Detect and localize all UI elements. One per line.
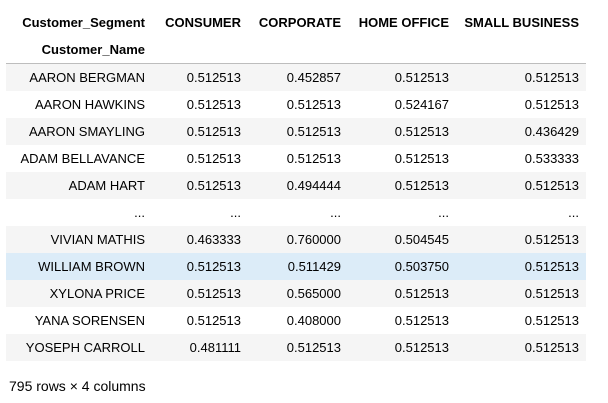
table-cell: 0.512513	[286, 151, 341, 166]
row-index-label: AARON HAWKINS	[34, 97, 145, 112]
index-name-spacer	[248, 36, 348, 64]
table-cell: 0.760000	[286, 232, 341, 247]
table-cell: 0.504545	[394, 232, 449, 247]
table-cell: 0.512513	[186, 178, 241, 193]
index-name-label: Customer_Name	[6, 36, 152, 64]
table-cell: ...	[230, 205, 241, 220]
table-cell: 0.565000	[286, 286, 341, 301]
table-cell: 0.463333	[186, 232, 241, 247]
table-cell: 0.512513	[524, 70, 579, 85]
table-cell: 0.512513	[394, 313, 449, 328]
column-header-small-business: SMALL BUSINESS	[464, 14, 579, 30]
table-cell: 0.512513	[524, 286, 579, 301]
table-cell: 0.512513	[524, 259, 579, 274]
table-cell: 0.512513	[186, 124, 241, 139]
table-cell: 0.512513	[524, 232, 579, 247]
row-index-label: ADAM HART	[68, 178, 145, 193]
column-header-consumer: CONSUMER	[165, 14, 241, 30]
table-cell: ...	[568, 205, 579, 220]
table-row: WILLIAM BROWN 0.512513 0.511429 0.503750 0.5…	[6, 253, 586, 280]
table-cell: 0.512513	[394, 151, 449, 166]
table-row: VIVIAN MATHIS 0.463333 0.760000 0.504545 0.5…	[6, 226, 586, 253]
table-row: ADAM HART 0.512513 0.494444 0.512513 0.51251…	[6, 172, 586, 199]
index-name-spacer	[152, 36, 248, 64]
shape-summary: 795 rows × 4 columns	[9, 378, 146, 394]
table-row: AARON SMAYLING 0.512513 0.512513 0.512513 0.…	[6, 118, 586, 145]
table-cell: 0.512513	[186, 259, 241, 274]
row-index-label: YANA SORENSEN	[34, 313, 145, 328]
table-cell: 0.512513	[524, 340, 579, 355]
column-header-home-office: HOME OFFICE	[358, 14, 449, 30]
table-cell: 0.494444	[286, 178, 341, 193]
table-cell: 0.408000	[286, 313, 341, 328]
row-index-label: AARON BERGMAN	[29, 70, 145, 85]
table-cell: 0.512513	[186, 97, 241, 112]
index-name-spacer	[456, 36, 586, 64]
row-index-label: YOSEPH CARROLL	[25, 340, 145, 355]
table-row: ADAM BELLAVANCE 0.512513 0.512513 0.512513 0…	[6, 145, 586, 172]
table-cell: 0.512513	[394, 70, 449, 85]
table-cell: 0.452857	[286, 70, 341, 85]
table-cell: 0.512513	[394, 178, 449, 193]
table-cell: 0.512513	[394, 340, 449, 355]
table-body: AARON BERGMAN 0.512513 0.452857 0.512513 0.5…	[6, 63, 586, 361]
columns-name-label: Customer_Segment	[22, 14, 145, 30]
table-cell: 0.436429	[524, 124, 579, 139]
index-name-row: Customer_Name	[6, 36, 586, 64]
dataframe-table: Customer_Segment CONSUMER CORPORATE HOME…	[6, 8, 586, 361]
table-cell: 0.512513	[286, 340, 341, 355]
table-cell: 0.512513	[186, 151, 241, 166]
row-index-label: AARON SMAYLING	[28, 124, 145, 139]
table-cell: 0.512513	[524, 178, 579, 193]
table-cell: 0.512513	[186, 286, 241, 301]
table-row: XYLONA PRICE 0.512513 0.565000 0.512513 0.51…	[6, 280, 586, 307]
table-cell: 0.512513	[394, 286, 449, 301]
index-name-spacer	[348, 36, 456, 64]
table-row: YOSEPH CARROLL 0.481111 0.512513 0.512513 0.…	[6, 334, 586, 361]
column-header-corporate: CORPORATE	[258, 14, 341, 30]
table-cell: 0.512513	[524, 313, 579, 328]
table-cell: 0.512513	[186, 313, 241, 328]
table-cell: ...	[438, 205, 449, 220]
table-row: YANA SORENSEN 0.512513 0.408000 0.512513 0.5…	[6, 307, 586, 334]
table-cell: ...	[330, 205, 341, 220]
row-index-label: ...	[134, 205, 145, 220]
table-cell: 0.512513	[286, 97, 341, 112]
row-index-label: VIVIAN MATHIS	[50, 232, 145, 247]
column-header-row: Customer_Segment CONSUMER CORPORATE HOME…	[6, 8, 586, 36]
table-row: AARON HAWKINS 0.512513 0.512513 0.524167 0.5…	[6, 91, 586, 118]
row-index-label: ADAM BELLAVANCE	[20, 151, 145, 166]
table-cell: 0.524167	[394, 97, 449, 112]
table-cell: 0.481111	[189, 340, 241, 355]
table-cell: 0.511429	[287, 259, 341, 274]
table-row: AARON BERGMAN 0.512513 0.452857 0.512513 0.5…	[6, 63, 586, 91]
row-index-label: WILLIAM BROWN	[38, 259, 145, 274]
table-row: ...............	[6, 199, 586, 226]
row-index-label: XYLONA PRICE	[49, 286, 145, 301]
table-cell: 0.512513	[186, 70, 241, 85]
table-cell: 0.512513	[286, 124, 341, 139]
table-cell: 0.503750	[394, 259, 449, 274]
table-cell: 0.533333	[524, 151, 579, 166]
dataframe-output: Customer_Segment CONSUMER CORPORATE HOME…	[6, 8, 586, 361]
table-cell: 0.512513	[394, 124, 449, 139]
table-cell: 0.512513	[524, 97, 579, 112]
